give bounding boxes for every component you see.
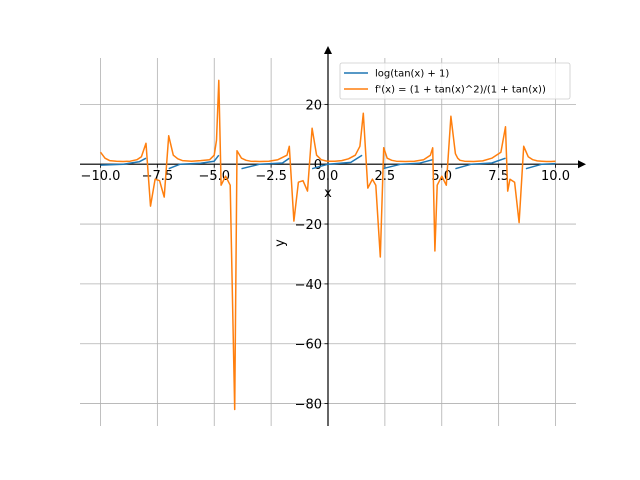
y-tick-label: 20 <box>305 98 322 113</box>
series-line-log-tan-segment <box>100 157 147 166</box>
y-axis-arrowhead <box>324 46 332 54</box>
y-tick-label: −60 <box>295 338 322 353</box>
x-tick-label: 10.0 <box>541 169 570 184</box>
y-tick-label: −40 <box>295 278 322 293</box>
x-tick-label: −2.5 <box>255 169 287 184</box>
y-tick-label: −80 <box>295 398 322 413</box>
x-tick-label: −7.5 <box>142 169 174 184</box>
legend-label-series-1: log(tan(x) + 1) <box>375 69 449 80</box>
y-axis-title: y <box>273 239 288 247</box>
series-line-derivative <box>99 79 556 411</box>
x-axis-arrowhead <box>578 160 586 169</box>
x-tick-label: 0.0 <box>318 169 339 184</box>
x-tick-label: 2.5 <box>375 169 396 184</box>
x-tick-label: 7.5 <box>488 169 509 184</box>
x-tick-label: −5.0 <box>198 169 230 184</box>
ticks: −10.0 −7.5 −5.0 −2.5 0.0 2.5 5.0 7.5 10.0−80−60−… <box>81 98 570 412</box>
series-line-log-tan-segment <box>525 162 556 170</box>
series-line-log-tan-segment <box>455 157 506 170</box>
y-tick-label: −20 <box>295 218 322 233</box>
legend: log(tan(x) + 1) f'(x) = (1 + tan(x)^2)/(… <box>339 62 571 100</box>
series-line-log-tan-segment <box>311 154 363 170</box>
y-tick-label: 0 <box>314 158 322 173</box>
x-axis-title: x <box>324 186 332 201</box>
axes <box>80 46 586 426</box>
series-line-log-tan-segment <box>241 157 290 170</box>
series-line-log-tan-segment <box>382 158 433 170</box>
legend-box <box>339 62 571 100</box>
series-line-log-tan-segment <box>168 154 220 170</box>
series-layer <box>99 79 556 411</box>
x-tick-label: −10.0 <box>81 169 121 184</box>
legend-label-series-2: f'(x) = (1 + tan(x)^2)/(1 + tan(x)) <box>375 85 546 96</box>
